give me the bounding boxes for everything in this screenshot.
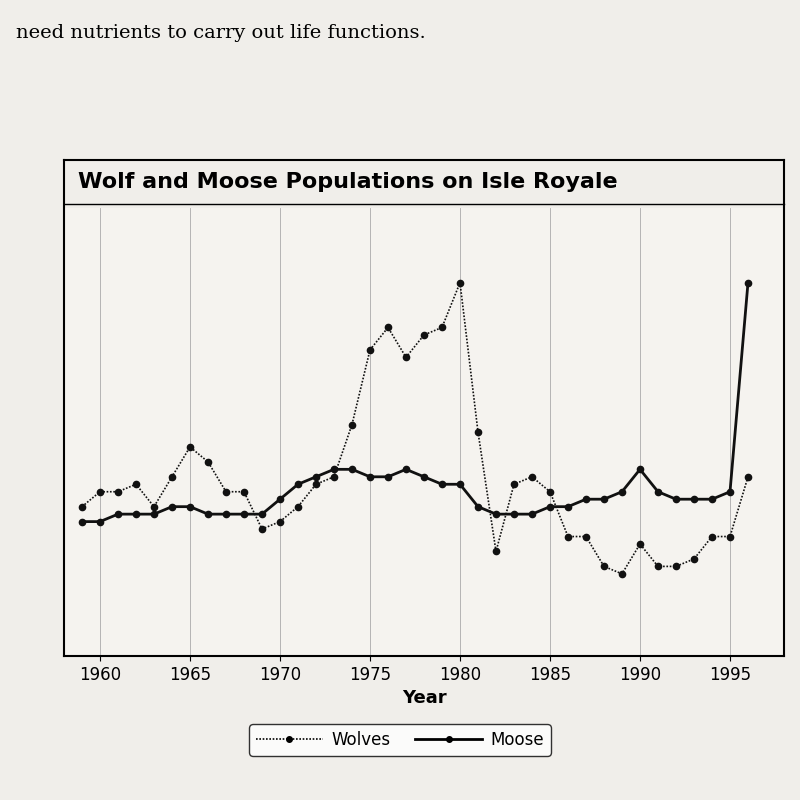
Moose [311,472,321,482]
Wolves [347,420,357,430]
Moose [509,510,518,519]
Moose [671,494,681,504]
X-axis label: Year: Year [402,690,446,707]
Moose [455,479,465,489]
Wolves [275,517,285,526]
Wolves [131,479,141,489]
Wolves [203,457,213,466]
Wolves [743,472,753,482]
Wolves [330,472,339,482]
Moose [365,472,374,482]
Wolves [221,487,231,497]
Moose [95,517,105,526]
Wolves [527,472,537,482]
Moose [293,479,302,489]
Wolves [402,353,411,362]
Moose [707,494,717,504]
Legend: Wolves, Moose: Wolves, Moose [250,724,550,756]
Wolves [239,487,249,497]
Moose [527,510,537,519]
Wolves [167,472,177,482]
Wolves [581,532,590,542]
Wolves [186,442,195,452]
Wolves [419,330,429,340]
Moose [437,479,446,489]
Moose [167,502,177,511]
Wolves [599,562,609,571]
Moose [186,502,195,511]
Wolves [474,427,483,437]
Wolves [95,487,105,497]
Moose [491,510,501,519]
Wolves [635,539,645,549]
Moose [563,502,573,511]
Wolves [707,532,717,542]
Moose [77,517,87,526]
Moose [474,502,483,511]
Moose [149,510,158,519]
Moose [275,494,285,504]
Moose [330,465,339,474]
Line: Wolves: Wolves [79,279,751,577]
Moose [581,494,590,504]
Wolves [383,322,393,332]
Wolves [653,562,662,571]
Wolves [563,532,573,542]
Moose [258,510,267,519]
Wolves [690,554,699,564]
Moose [618,487,627,497]
Moose [635,465,645,474]
Text: Wolf and Moose Populations on Isle Royale: Wolf and Moose Populations on Isle Royal… [78,172,618,192]
Wolves [77,502,87,511]
Wolves [546,487,555,497]
Moose [653,487,662,497]
Wolves [509,479,518,489]
Moose [221,510,231,519]
Wolves [311,479,321,489]
Moose [690,494,699,504]
Moose [203,510,213,519]
Wolves [149,502,158,511]
Wolves [258,524,267,534]
Moose [114,510,123,519]
Wolves [455,278,465,287]
Moose [131,510,141,519]
Moose [599,494,609,504]
Line: Moose: Moose [79,279,751,525]
Wolves [618,569,627,578]
Wolves [437,322,446,332]
Moose [546,502,555,511]
Moose [743,278,753,287]
Wolves [293,502,302,511]
Wolves [725,532,734,542]
Moose [725,487,734,497]
Moose [419,472,429,482]
Wolves [671,562,681,571]
Moose [383,472,393,482]
Moose [402,465,411,474]
Moose [239,510,249,519]
Wolves [365,345,374,354]
Wolves [491,546,501,556]
Text: need nutrients to carry out life functions.: need nutrients to carry out life functio… [16,24,426,42]
Moose [347,465,357,474]
Wolves [114,487,123,497]
